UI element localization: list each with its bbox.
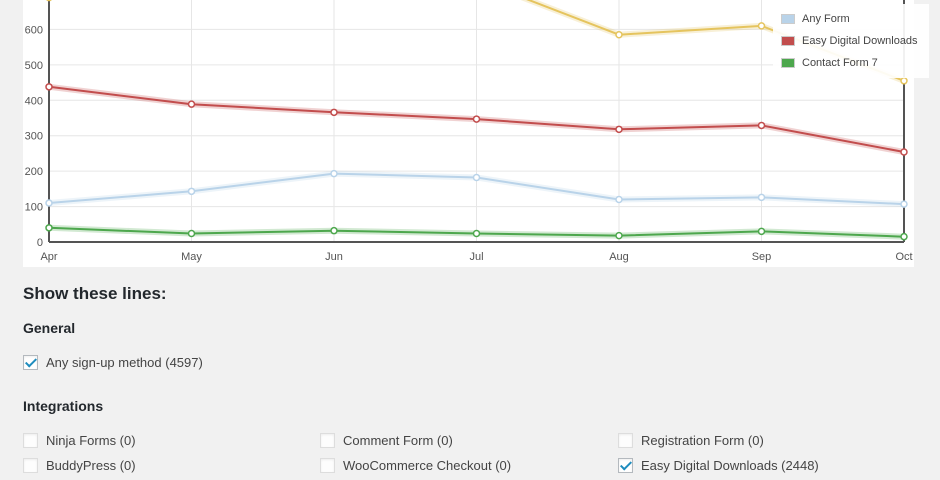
checkbox[interactable] <box>320 458 335 473</box>
data-point <box>45 224 53 232</box>
checkbox-label: Ninja Forms (0) <box>46 433 136 448</box>
legend-label: Any Form <box>802 13 850 25</box>
data-point <box>757 22 766 30</box>
y-tick-label: 0 <box>37 237 43 249</box>
data-point <box>46 0 52 2</box>
line-chart-svg: 0 100 200 300 400 500 600 700 Apr May Jun Jul Aug Sep… <box>25 0 913 263</box>
checkbox-label: BuddyPress (0) <box>46 458 136 473</box>
data-point <box>45 199 53 207</box>
data-point <box>615 195 623 204</box>
y-tick-label: 500 <box>25 60 43 72</box>
checkbox-any-signup-method[interactable]: Any sign-up method (4597) <box>23 355 203 370</box>
data-point <box>330 108 338 117</box>
data-point <box>757 193 766 202</box>
x-tick-label: Jul <box>469 251 483 263</box>
checkbox-woocommerce-checkout[interactable]: WooCommerce Checkout (0) <box>320 458 511 473</box>
data-point <box>187 229 196 238</box>
checkbox-easy-digital-downloads[interactable]: Easy Digital Downloads (2448) <box>618 458 819 473</box>
data-point <box>757 121 766 130</box>
x-tick-label: Sep <box>752 251 772 263</box>
checkbox-label: Comment Form (0) <box>343 433 453 448</box>
checkbox[interactable] <box>320 433 335 448</box>
signup-chart: 0 100 200 300 400 500 600 700 Apr May Jun Jul Aug Sep… <box>23 0 929 267</box>
legend-item-contact-form-7: Contact Form 7 <box>781 52 929 74</box>
checkbox-buddypress[interactable]: BuddyPress (0) <box>23 458 136 473</box>
checkbox-label: Registration Form (0) <box>641 433 764 448</box>
checkbox-ninja-forms[interactable]: Ninja Forms (0) <box>23 433 136 448</box>
data-point <box>900 148 908 156</box>
integrations-group-title: Integrations <box>23 398 104 414</box>
x-tick-label: Jun <box>325 251 343 263</box>
checkbox-label: Any sign-up method (4597) <box>46 355 203 370</box>
checkbox-registration-form[interactable]: Registration Form (0) <box>618 433 764 448</box>
y-tick-label: 100 <box>25 202 43 214</box>
legend-swatch <box>781 14 795 24</box>
show-lines-title: Show these lines: <box>23 284 167 303</box>
data-point <box>472 173 481 182</box>
y-tick-label: 200 <box>25 166 43 178</box>
y-tick-label: 400 <box>25 95 43 107</box>
checkbox[interactable] <box>23 433 38 448</box>
legend-label: Easy Digital Downloads <box>802 35 918 47</box>
data-point <box>45 83 53 91</box>
data-point <box>900 77 908 85</box>
legend-item-easy-digital-downloads: Easy Digital Downloads <box>781 30 929 52</box>
checkbox[interactable] <box>618 458 633 473</box>
data-point <box>757 227 766 236</box>
data-point <box>615 30 623 39</box>
chart-legend: Any Form Easy Digital Downloads Contact … <box>773 4 929 78</box>
data-point <box>187 100 196 108</box>
checkbox[interactable] <box>23 458 38 473</box>
x-tick-label: Oct <box>895 251 912 263</box>
x-tick-label: Apr <box>40 251 57 263</box>
legend-item-any-form: Any Form <box>781 8 929 30</box>
data-point <box>187 187 196 196</box>
x-tick-label: May <box>181 251 202 263</box>
data-point <box>330 169 338 178</box>
general-group-title: General <box>23 320 76 336</box>
data-point <box>330 226 338 235</box>
legend-swatch <box>781 36 795 46</box>
data-point <box>472 115 481 123</box>
checkbox-label: Easy Digital Downloads (2448) <box>641 458 819 473</box>
y-tick-label: 700 <box>25 0 43 1</box>
data-point <box>615 125 623 134</box>
checkbox[interactable] <box>618 433 633 448</box>
x-tick-label: Aug <box>609 251 629 263</box>
checkbox-comment-form[interactable]: Comment Form (0) <box>320 433 453 448</box>
data-point <box>900 232 908 241</box>
legend-label: Contact Form 7 <box>802 57 878 69</box>
data-point <box>900 200 908 208</box>
checkbox[interactable] <box>23 355 38 370</box>
y-tick-label: 300 <box>25 131 43 143</box>
data-point <box>472 229 481 238</box>
checkbox-label: WooCommerce Checkout (0) <box>343 458 512 473</box>
data-point <box>615 231 623 240</box>
legend-swatch <box>781 58 795 68</box>
y-tick-label: 600 <box>25 24 43 36</box>
